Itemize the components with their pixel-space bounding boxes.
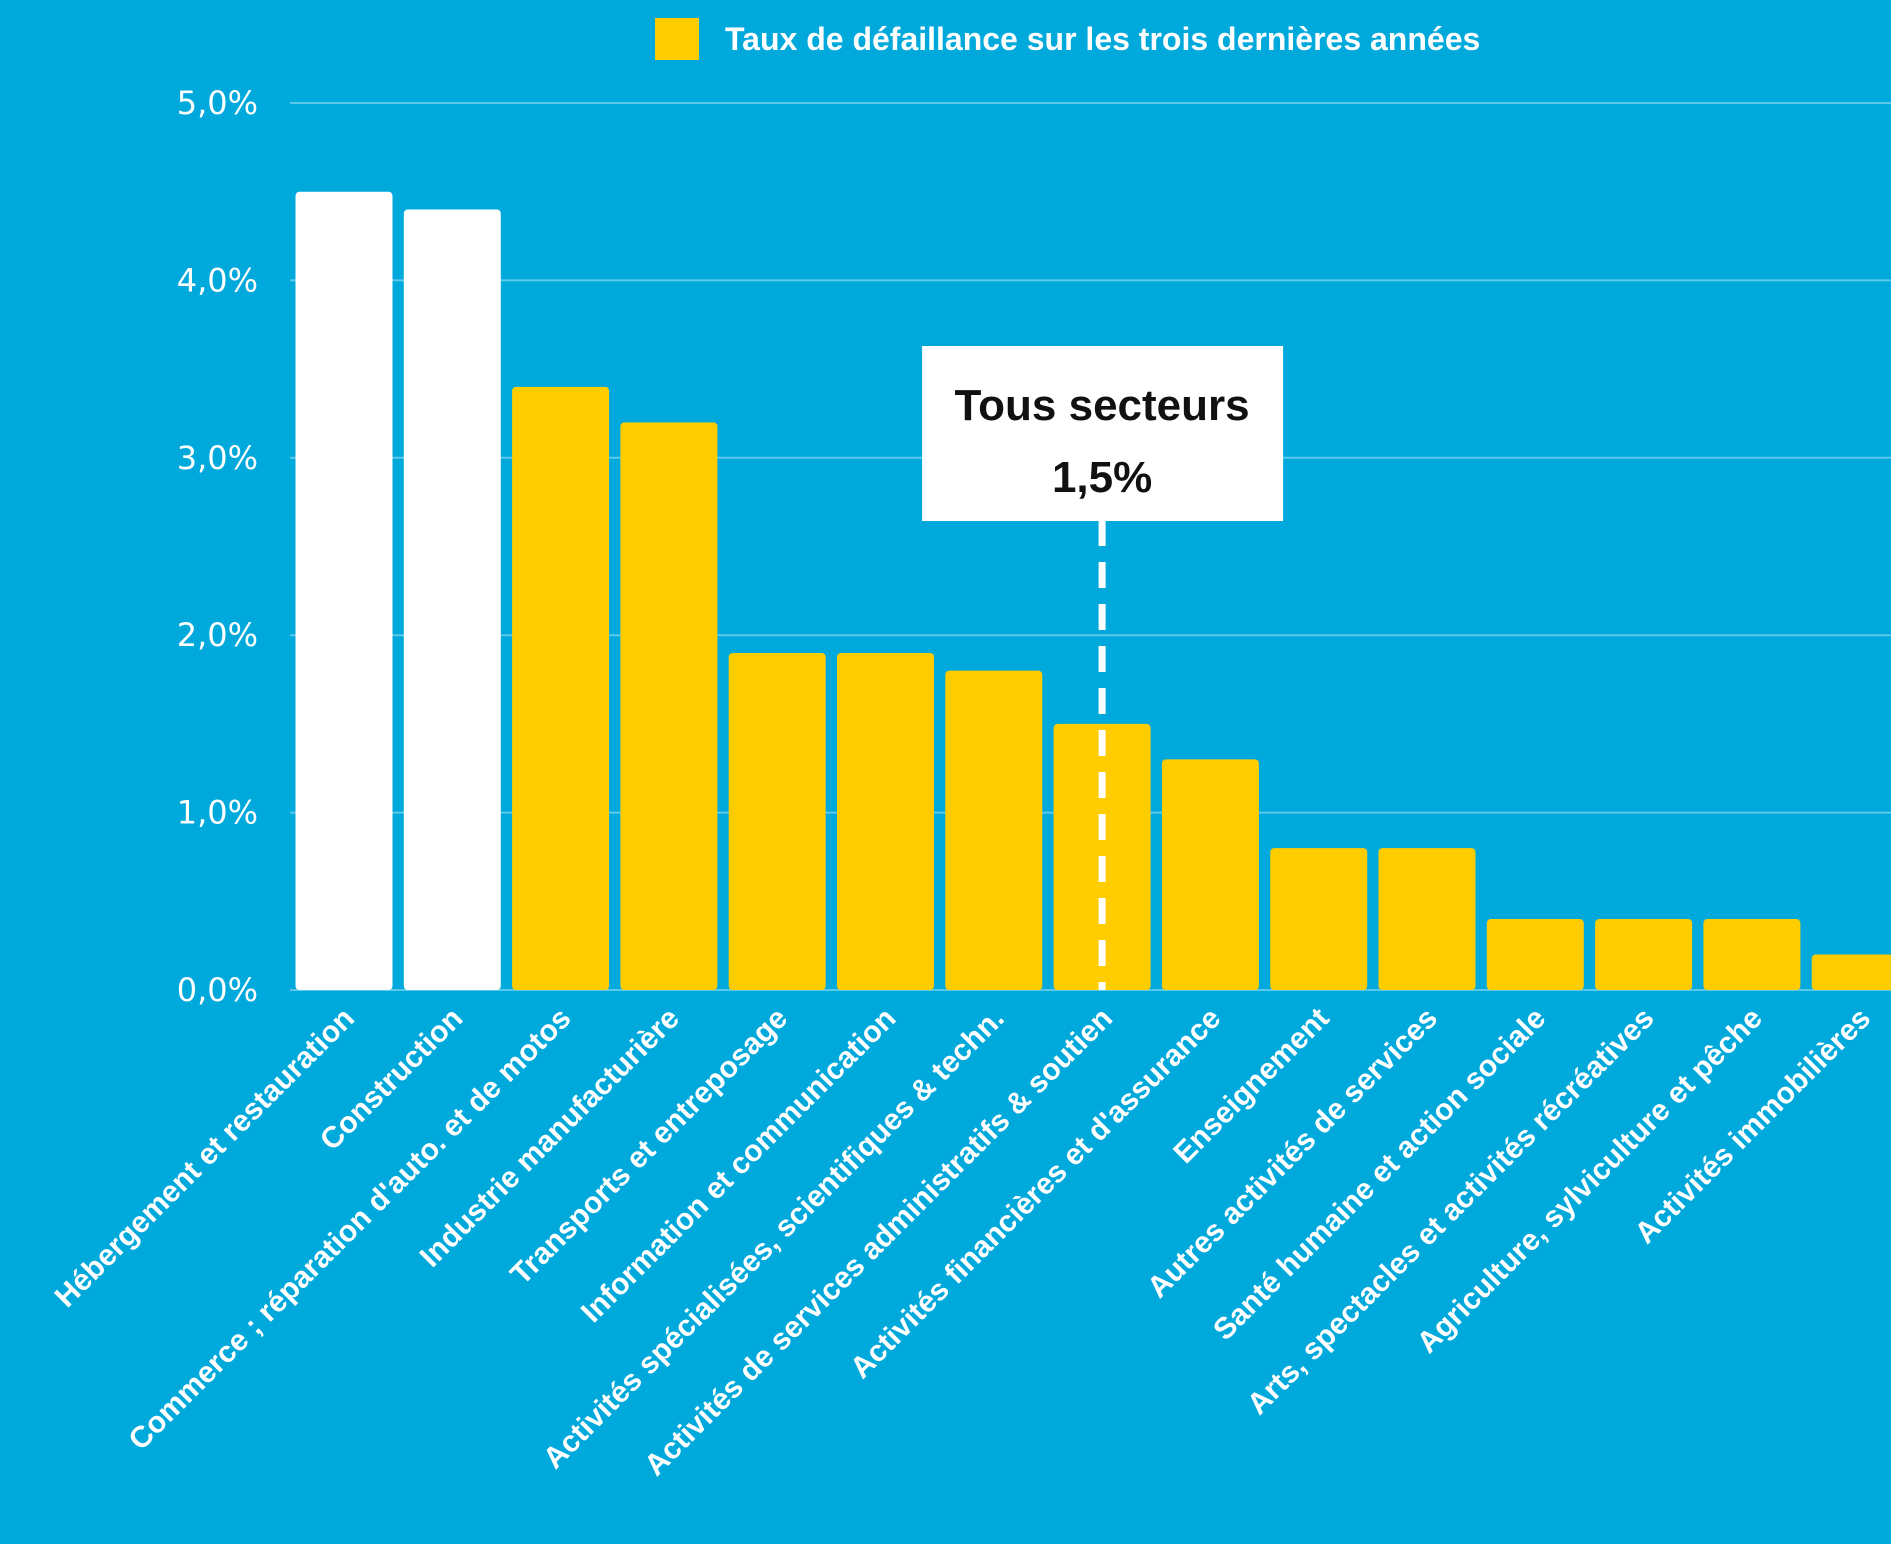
bar xyxy=(1811,954,1891,990)
bar xyxy=(1595,919,1693,990)
bar xyxy=(1486,919,1584,990)
legend-swatch xyxy=(655,18,699,60)
average-annotation: Tous secteurs 1,5% xyxy=(922,346,1284,990)
bar xyxy=(1703,919,1801,990)
y-tick-label: 2,0% xyxy=(177,616,258,654)
y-tick-label: 1,0% xyxy=(177,794,258,832)
legend: Taux de défaillance sur les trois derniè… xyxy=(655,18,1480,60)
bar xyxy=(403,209,501,990)
average-label-title: Tous secteurs xyxy=(955,381,1250,430)
bar xyxy=(1270,848,1368,990)
y-tick-label: 4,0% xyxy=(177,261,258,299)
bar xyxy=(837,652,934,990)
y-tick-label: 3,0% xyxy=(177,439,258,477)
y-tick-label: 5,0% xyxy=(177,84,258,122)
average-label-value: 1,5% xyxy=(1052,453,1152,502)
bar xyxy=(1161,759,1259,990)
bar xyxy=(620,422,718,990)
bar xyxy=(295,191,393,990)
bar xyxy=(1378,848,1476,990)
y-axis-ticks: 0,0% 1,0% 2,0% 3,0% 4,0% 5,0% xyxy=(177,84,258,1009)
average-label-box xyxy=(922,346,1284,521)
legend-label: Taux de défaillance sur les trois derniè… xyxy=(725,21,1480,57)
y-tick-label: 0,0% xyxy=(177,971,258,1009)
bar xyxy=(512,386,610,991)
bar xyxy=(945,670,1043,990)
bar xyxy=(728,652,826,990)
